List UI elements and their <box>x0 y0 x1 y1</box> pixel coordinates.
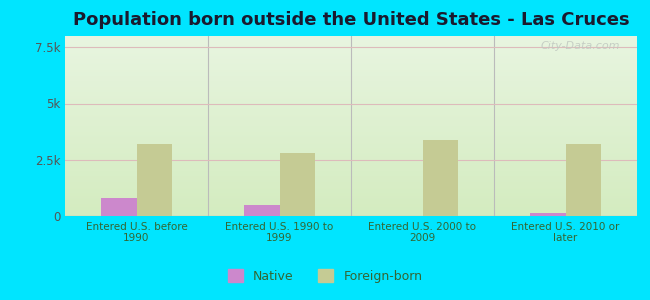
Bar <box>244 205 280 216</box>
Legend: Native, Foreign-born: Native, Foreign-born <box>223 264 427 288</box>
Bar <box>136 144 172 216</box>
Text: City-Data.com: City-Data.com <box>540 41 620 51</box>
Title: Population born outside the United States - Las Cruces: Population born outside the United State… <box>73 11 629 29</box>
Bar <box>530 213 566 216</box>
Bar <box>566 144 601 216</box>
Bar <box>101 198 136 216</box>
Bar <box>280 153 315 216</box>
Bar <box>422 140 458 216</box>
